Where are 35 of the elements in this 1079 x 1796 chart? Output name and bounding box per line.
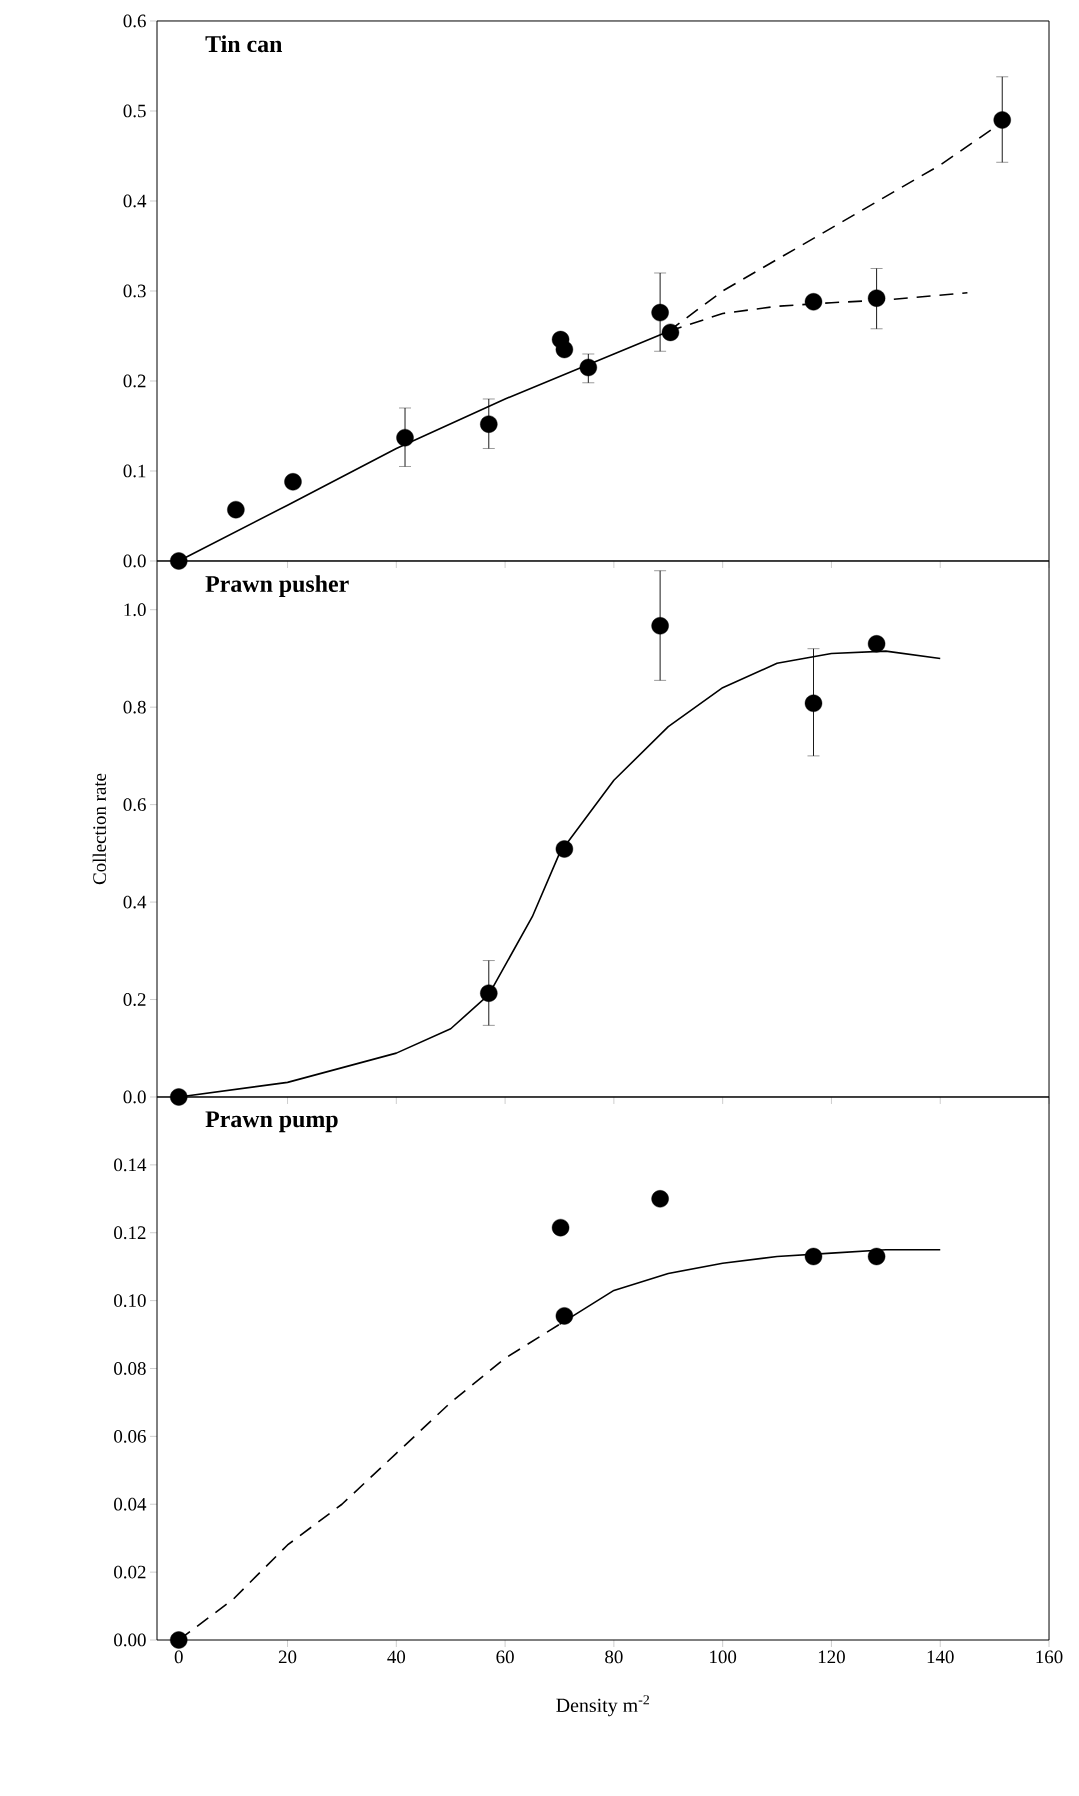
y-tick-label: 0.0 xyxy=(123,1090,146,1104)
y-tick-label: 0.10 xyxy=(114,1294,146,1308)
x-tick-label: 120 xyxy=(818,1650,845,1664)
y-tick-label: 0.02 xyxy=(114,1565,146,1579)
y-tick-label: 0.4 xyxy=(123,194,147,208)
y-tick-label: 0.2 xyxy=(123,993,146,1006)
y-tick-label: 0.0 xyxy=(123,554,146,568)
x-tick-label: 40 xyxy=(387,1650,406,1664)
x-tick-label: 100 xyxy=(710,1650,737,1664)
y-tick-label: 1.0 xyxy=(124,603,146,617)
y-axis-title: Collection rate xyxy=(92,773,106,885)
y-tick-label: 0.12 xyxy=(114,1226,146,1240)
y-tick-label: 0.1 xyxy=(123,464,146,478)
y-tick-label: 0.08 xyxy=(114,1362,146,1375)
text: Prawn pump xyxy=(205,1111,338,1133)
y-tick-label: 0.6 xyxy=(123,14,146,28)
y-tick-label: 0.8 xyxy=(123,700,146,714)
y-tick-label: 0.00 xyxy=(114,1633,146,1647)
y-tick-label: 0.3 xyxy=(123,284,146,298)
y-tick-label: 0.14 xyxy=(114,1158,147,1172)
y-tick-label: 0.5 xyxy=(123,104,146,118)
x-tick-label: 20 xyxy=(278,1650,297,1664)
x-tick-label: 140 xyxy=(927,1650,954,1664)
text: Prawn pusher xyxy=(205,575,349,597)
x-axis-title: Density m$^{-2}$ xyxy=(556,1695,650,1717)
y-tick-label: 0.06 xyxy=(114,1429,146,1443)
y-tick-label: 0.04 xyxy=(114,1497,147,1511)
y-tick-label: 0.4 xyxy=(123,895,147,909)
y-tick-label: 0.6 xyxy=(123,798,146,812)
x-tick-label: 80 xyxy=(605,1650,623,1664)
x-tick-label: 0 xyxy=(174,1650,183,1664)
y-tick-label: 0.2 xyxy=(123,374,146,388)
chart-title: Tin can xyxy=(205,35,283,53)
x-tick-label: 160 xyxy=(1036,1650,1063,1664)
x-tick-label: 60 xyxy=(496,1650,514,1664)
